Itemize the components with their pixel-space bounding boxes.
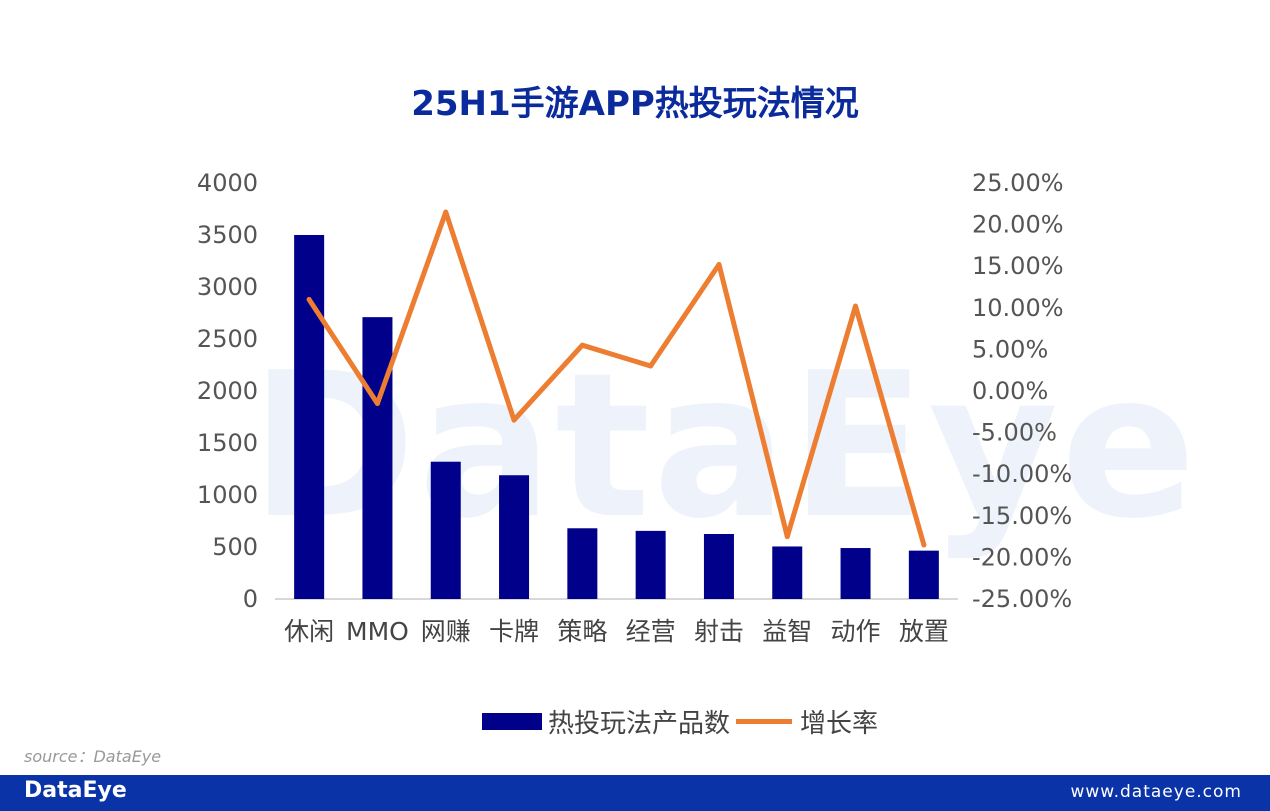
- right-tick-label: -5.00%: [972, 419, 1057, 447]
- left-tick-label: 1500: [197, 429, 258, 457]
- bar: [703, 534, 734, 599]
- category-label: 卡牌: [489, 617, 539, 646]
- left-tick-label: 2000: [197, 377, 258, 405]
- right-tick-label: 5.00%: [972, 335, 1048, 363]
- category-label: 策略: [557, 617, 607, 646]
- left-tick-label: 4000: [197, 169, 258, 197]
- category-label: 放置: [899, 617, 949, 646]
- left-tick-label: 0: [243, 585, 258, 613]
- category-label: MMO: [346, 617, 409, 646]
- left-tick-label: 2500: [197, 325, 258, 353]
- line-point: [853, 303, 859, 309]
- bar: [499, 475, 530, 599]
- left-tick-label: 1000: [197, 481, 258, 509]
- watermark: DataEye: [250, 330, 1199, 563]
- line-point: [443, 209, 449, 215]
- footer-url: www.dataeye.com: [1070, 782, 1242, 802]
- left-axis-ticks: 0 500 1000 1500 2000 2500 3000 3500 4000: [197, 169, 258, 613]
- right-tick-label: -15.00%: [972, 502, 1072, 530]
- line-point: [374, 400, 380, 406]
- category-labels: 休闲 MMO 网赚 卡牌 策略 经营 射击 益智 动作 放置: [284, 617, 949, 646]
- right-tick-label: -10.00%: [972, 460, 1072, 488]
- right-tick-label: -20.00%: [972, 543, 1072, 571]
- legend-line-swatch: [736, 719, 793, 724]
- bar: [772, 546, 803, 599]
- line-point: [716, 262, 722, 268]
- line-point: [511, 417, 517, 423]
- growth-line: [306, 209, 927, 548]
- category-label: 动作: [831, 617, 881, 646]
- left-tick-label: 3000: [197, 273, 258, 301]
- bar: [567, 528, 598, 599]
- right-tick-label: 25.00%: [972, 169, 1064, 197]
- right-tick-label: 15.00%: [972, 252, 1064, 280]
- line-point: [648, 363, 654, 369]
- bar: [294, 235, 325, 599]
- source-note: source：DataEye: [24, 747, 162, 766]
- bar: [908, 550, 939, 599]
- category-label: 射击: [694, 617, 744, 646]
- category-label: 益智: [762, 617, 812, 646]
- legend-line-label: 增长率: [800, 709, 879, 739]
- right-tick-label: 20.00%: [972, 211, 1064, 239]
- right-tick-label: 10.00%: [972, 294, 1064, 322]
- line-point: [921, 542, 927, 548]
- footer-bar: DataEye www.dataeye.com: [0, 775, 1270, 811]
- chart-svg: 0 500 1000 1500 2000 2500 3000 3500 4000 -25.00%…: [197, 169, 1072, 646]
- right-axis-ticks: -25.00% -20.00% -15.00% -10.00% -5.00% 0.00% 5…: [972, 169, 1072, 613]
- line-point: [579, 342, 585, 348]
- bar: [430, 461, 461, 599]
- legend-bar-label: 热投玩法产品数: [548, 709, 731, 739]
- category-label: 网赚: [421, 617, 471, 646]
- line-series: [306, 209, 927, 548]
- category-label: 经营: [626, 617, 676, 646]
- chart-title: 25H1手游APP热投玩法情况: [411, 84, 859, 124]
- legend-bar-swatch: [482, 713, 542, 730]
- right-tick-label: -25.00%: [972, 585, 1072, 613]
- footer-logo: DataEye: [24, 778, 127, 803]
- legend: 热投玩法产品数 增长率: [482, 703, 878, 740]
- line-point: [784, 534, 790, 540]
- right-tick-label: 0.00%: [972, 377, 1048, 405]
- bar: [362, 317, 393, 599]
- bar-series: [294, 235, 939, 599]
- left-tick-label: 3500: [197, 221, 258, 249]
- line-point: [306, 296, 312, 302]
- bar: [840, 548, 871, 599]
- bar: [635, 530, 666, 599]
- left-tick-label: 500: [212, 533, 258, 561]
- category-label: 休闲: [284, 617, 334, 646]
